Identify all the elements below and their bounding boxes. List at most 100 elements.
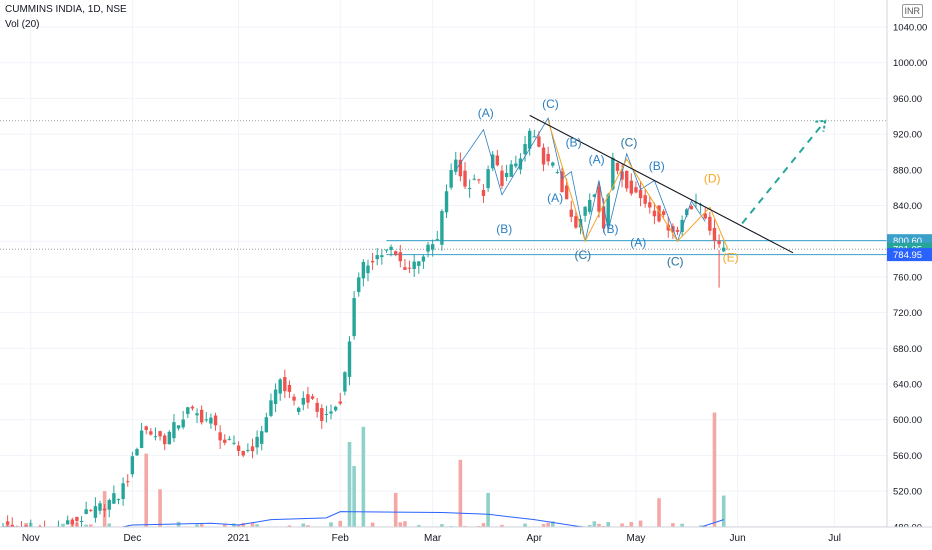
candle-body xyxy=(338,401,342,404)
candle-body xyxy=(546,153,550,162)
volume-bar xyxy=(398,522,403,527)
time-axis-bg xyxy=(0,527,932,550)
candle-body xyxy=(333,406,338,411)
candle-body xyxy=(458,159,463,177)
candle xyxy=(296,406,301,415)
volume-bar xyxy=(601,525,606,527)
candle xyxy=(121,477,125,506)
candle-body xyxy=(467,188,472,190)
candle xyxy=(135,447,139,456)
candle xyxy=(477,178,481,184)
candle-body xyxy=(541,147,546,165)
volume-bar xyxy=(144,453,149,527)
currency-badge[interactable]: INR xyxy=(901,4,923,18)
candle xyxy=(675,226,680,236)
candle xyxy=(569,200,573,223)
wave-label: (A) xyxy=(478,106,494,120)
volume-bar xyxy=(671,523,675,527)
volume-bar xyxy=(606,522,611,527)
candle xyxy=(389,244,393,257)
candle-body xyxy=(223,439,227,443)
candle-body xyxy=(532,136,536,138)
candle-body xyxy=(620,171,624,180)
candle xyxy=(500,165,504,190)
candle xyxy=(708,211,712,236)
candle xyxy=(112,485,116,505)
volume-bar xyxy=(195,524,199,527)
candle-body xyxy=(107,500,111,510)
wave-label: (C) xyxy=(542,97,559,111)
candle-body xyxy=(597,186,601,212)
candle-body xyxy=(264,417,269,433)
price-tick-label: 1040.00 xyxy=(893,23,927,34)
candle-body xyxy=(398,252,403,262)
candle xyxy=(195,408,199,424)
candle-body xyxy=(209,417,213,424)
candle-body xyxy=(181,419,185,428)
candle xyxy=(278,377,282,401)
price-tag-bg xyxy=(887,248,932,262)
candle xyxy=(255,430,259,455)
price-tag-label: 800.60 xyxy=(893,236,922,247)
candle-body xyxy=(712,227,717,241)
candle xyxy=(661,209,666,218)
volume-bar xyxy=(241,522,246,527)
price-axis-bg xyxy=(887,0,932,550)
candle xyxy=(250,438,255,459)
volume-bar xyxy=(624,525,629,527)
candle xyxy=(398,244,403,268)
candle-body xyxy=(592,194,597,197)
candle xyxy=(541,143,546,172)
candle-body xyxy=(352,298,356,337)
candle-body xyxy=(486,169,490,189)
wave-label: (B) xyxy=(603,222,619,236)
candles xyxy=(1,128,726,546)
candle-body xyxy=(260,431,264,444)
candle xyxy=(430,239,435,257)
candle-body xyxy=(130,456,135,475)
time-tick-label: Dec xyxy=(123,533,141,544)
candle xyxy=(144,425,148,435)
candle-body xyxy=(292,396,296,401)
candle-body xyxy=(218,432,222,441)
price-tick-label: 920.00 xyxy=(893,130,922,141)
price-tick-label: 880.00 xyxy=(893,165,922,176)
candle xyxy=(65,515,70,525)
candle xyxy=(320,404,324,429)
volume-bar xyxy=(500,524,504,527)
candle xyxy=(592,193,597,198)
candle xyxy=(357,272,361,297)
candle-body xyxy=(153,436,158,438)
candle xyxy=(597,181,601,218)
candle xyxy=(223,434,227,446)
volume-bar xyxy=(463,525,467,527)
candle-body xyxy=(638,189,643,199)
candle-body xyxy=(430,244,435,250)
candle xyxy=(444,184,449,218)
candle-body xyxy=(477,179,481,181)
candle-body xyxy=(444,191,449,213)
candle xyxy=(551,161,555,168)
candle xyxy=(435,230,439,241)
candle-body xyxy=(537,136,541,147)
candle xyxy=(199,405,204,425)
wave-label: (A) xyxy=(589,153,605,167)
candle-body xyxy=(370,260,375,263)
candle-body xyxy=(611,157,615,190)
price-tick-label: 760.00 xyxy=(893,272,922,283)
candle xyxy=(139,422,144,449)
wave-label: (C) xyxy=(574,248,591,262)
candle-body xyxy=(412,261,416,270)
volume-bar xyxy=(199,523,204,527)
candle-body xyxy=(504,172,509,177)
candle xyxy=(666,216,670,238)
wave-label: (D) xyxy=(704,171,721,185)
candle xyxy=(301,391,305,411)
candle-body xyxy=(657,205,661,222)
wave-label: (C) xyxy=(621,136,638,150)
candle-body xyxy=(361,261,366,279)
candle-body xyxy=(102,508,107,511)
candle xyxy=(717,234,721,248)
candle-body xyxy=(98,503,102,511)
